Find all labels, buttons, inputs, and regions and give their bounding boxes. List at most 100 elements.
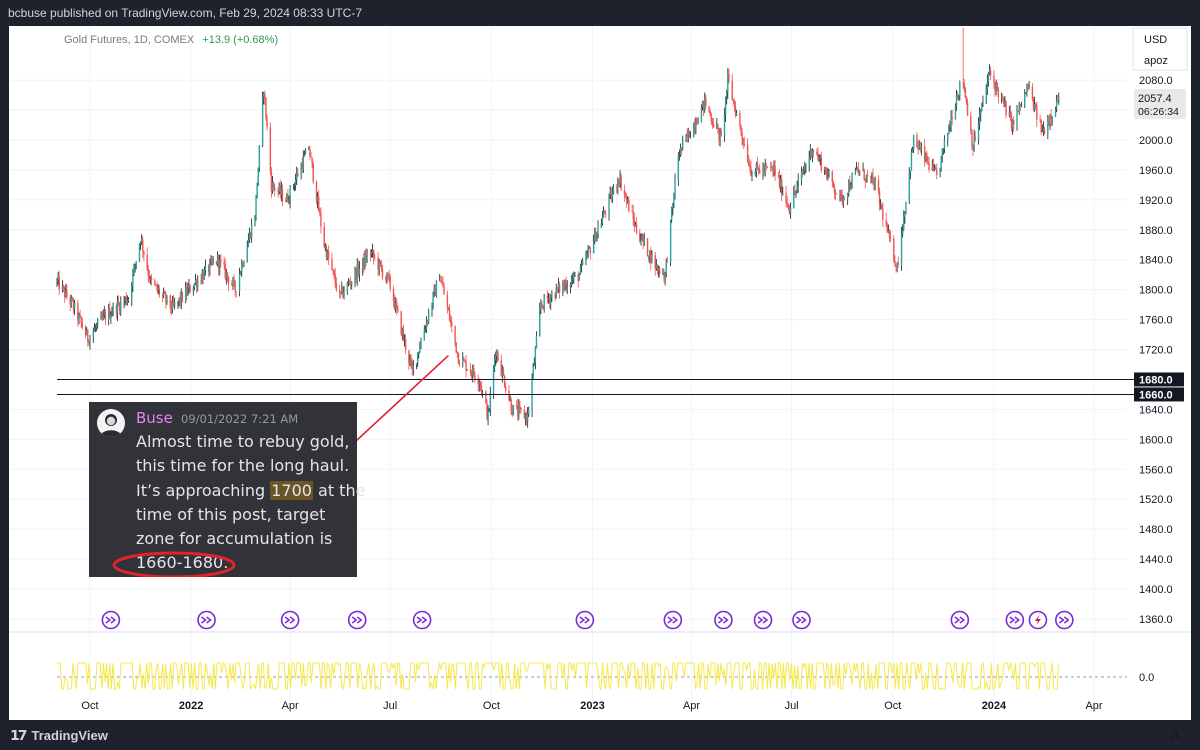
candle-body [265, 97, 267, 119]
candle-body [610, 193, 612, 200]
zoom-button[interactable]: Z [41, 727, 49, 742]
candle-body [916, 134, 918, 147]
horizontal-levels[interactable]: 1680.0 1660.0 [57, 372, 1184, 402]
fast-forward-event-icon[interactable] [347, 610, 367, 630]
candle-body [481, 391, 484, 393]
candle-body [408, 350, 410, 363]
y-axis[interactable]: 1360.0 1400.0 1440.0 1480.0 1520.0 1560.0 1600… [1139, 75, 1173, 626]
candle-body [786, 202, 788, 204]
candle-body [849, 182, 851, 189]
candle-body [997, 89, 1000, 98]
candle-body [280, 188, 283, 195]
candle-body [281, 188, 284, 201]
candle-body [973, 136, 975, 151]
candle-body [816, 151, 818, 155]
oscillator-zero-label: 0.0 [1139, 672, 1154, 684]
candle-body [110, 314, 112, 318]
y-tick-label: 1920.0 [1139, 195, 1173, 207]
candle-body [787, 203, 789, 208]
candle-body [409, 360, 411, 363]
candle-body [903, 216, 905, 230]
chart-frame[interactable]: 1680.0 1660.0 0.0 1360.0 1400.0 1440.0 1480.… [9, 26, 1191, 742]
candle-body [647, 256, 650, 259]
candle-body [574, 274, 576, 275]
currency-box[interactable]: USD apoz [1132, 27, 1188, 71]
candle-body [741, 132, 743, 139]
candle-body [669, 219, 672, 262]
candle-body [982, 101, 984, 103]
candle-body [423, 330, 425, 341]
candle-body [487, 411, 489, 419]
candle-body [294, 179, 297, 186]
candle-body [811, 150, 814, 157]
message-body: Almost time to rebuy gold, this time for… [136, 430, 365, 576]
fast-forward-event-icon[interactable] [950, 610, 970, 630]
tradingview-logo[interactable]: 𝟭𝟳 TradingView [10, 727, 108, 744]
candle-body [363, 257, 365, 267]
y-tick-label: 1480.0 [1139, 524, 1173, 536]
fast-forward-event-icon[interactable] [412, 610, 432, 630]
candle-body [120, 301, 122, 311]
candle-body [833, 186, 836, 193]
candle-body [839, 192, 841, 195]
candle-body [728, 73, 730, 82]
auto-scale-button[interactable]: A [1170, 727, 1180, 742]
candle-body [266, 118, 268, 128]
fast-forward-event-icon[interactable] [1055, 610, 1074, 630]
candle-body [503, 375, 506, 387]
candle-body [269, 127, 272, 172]
candle-body [402, 329, 405, 340]
candle-body [103, 313, 105, 315]
candle-body [958, 95, 960, 98]
candle-body [542, 305, 544, 308]
fast-forward-event-icon[interactable] [197, 610, 216, 630]
candle-body [523, 409, 526, 419]
candle-body [540, 304, 542, 310]
x-tick-label: Oct [483, 700, 500, 712]
candle-body [211, 260, 213, 263]
candle-body [611, 193, 614, 200]
fast-forward-event-icon[interactable] [101, 610, 121, 630]
candle-body [947, 133, 949, 140]
candle-body [569, 284, 572, 288]
candle-body [300, 164, 302, 177]
fast-forward-event-icon[interactable] [1005, 610, 1025, 630]
fast-forward-event-icon[interactable] [575, 610, 595, 630]
y-tick-label: 1880.0 [1139, 225, 1173, 237]
symbol-legend[interactable]: Gold Futures, 1D, COMEX +13.9 (+0.68%) [64, 34, 278, 46]
candle-body [996, 83, 998, 90]
candle-body [555, 287, 557, 299]
candle-body [148, 275, 151, 281]
y-tick-label: 1440.0 [1139, 554, 1173, 566]
x-axis[interactable]: Oct 2022 Apr Jul Oct 2023 Apr Jul Oct 2024 Apr [81, 700, 1102, 712]
fast-forward-event-icon[interactable] [663, 610, 683, 630]
candle-body [618, 182, 620, 184]
candle-body [78, 314, 80, 321]
event-markers[interactable] [101, 610, 1074, 630]
fast-forward-event-icon[interactable] [792, 610, 811, 630]
candle-body [223, 261, 225, 265]
candle-body [872, 175, 874, 181]
fast-forward-event-icon[interactable] [753, 610, 773, 630]
candle-body [671, 208, 673, 220]
candle-body [239, 272, 242, 275]
fast-forward-event-icon[interactable] [280, 610, 300, 630]
candle-body [1049, 115, 1051, 124]
candle-body [204, 265, 207, 270]
price-chart[interactable]: 1680.0 1660.0 0.0 1360.0 1400.0 1440.0 1480.… [9, 26, 1191, 720]
candle-body [701, 100, 704, 108]
bolt-event-icon[interactable] [1028, 610, 1048, 630]
candle-body [261, 97, 264, 146]
candle-body [85, 329, 88, 336]
y-tick-label: 2000.0 [1139, 135, 1173, 147]
fast-forward-event-icon[interactable] [714, 610, 733, 630]
candle-body [325, 246, 328, 259]
candle-body [901, 229, 904, 235]
candle-body [577, 274, 579, 281]
level-label-bg [1134, 372, 1184, 387]
candle-body [195, 280, 198, 288]
candle-body [672, 203, 674, 209]
candle-body [551, 293, 553, 297]
candle-body [563, 284, 565, 288]
candle-body [619, 176, 621, 184]
